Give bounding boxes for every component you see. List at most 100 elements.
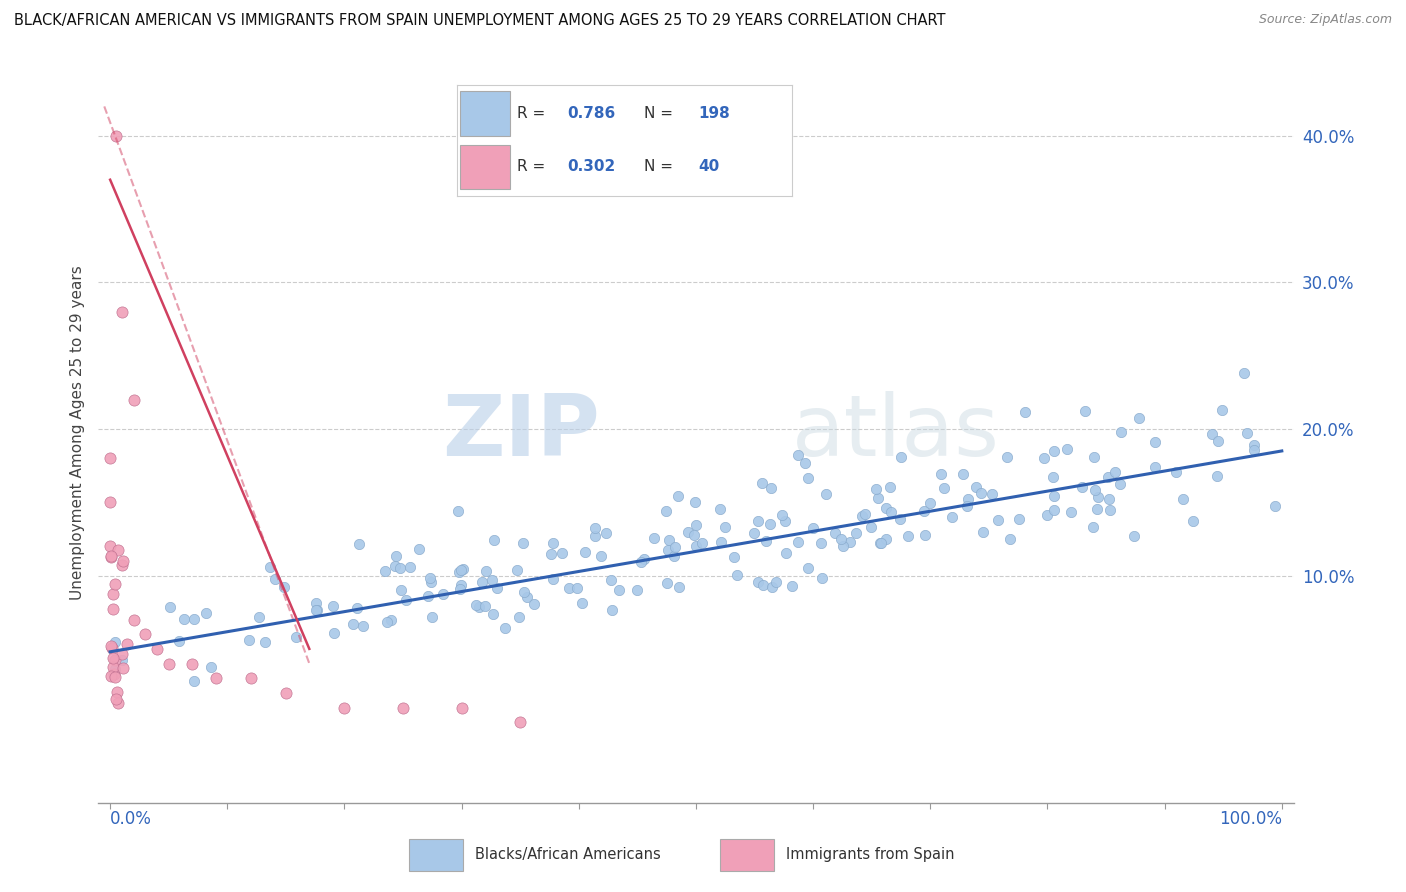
Point — [273, 581, 295, 595]
Point — [859, 520, 882, 534]
Point — [998, 532, 1021, 546]
Point — [486, 581, 509, 595]
Point — [1074, 403, 1097, 417]
Point — [107, 696, 129, 710]
Point — [104, 692, 127, 706]
Point — [855, 507, 877, 521]
Point — [658, 533, 681, 548]
Point — [1205, 469, 1227, 483]
Point — [747, 574, 769, 589]
Point — [1014, 405, 1036, 419]
Point — [1085, 502, 1108, 516]
Point — [839, 535, 862, 549]
Point — [742, 526, 765, 541]
Point — [1181, 514, 1204, 528]
Point — [1087, 490, 1109, 504]
Point — [157, 657, 180, 671]
Point — [870, 536, 893, 550]
Point — [322, 626, 344, 640]
Point — [752, 578, 775, 592]
Point — [346, 601, 368, 615]
Point — [1056, 442, 1078, 457]
Point — [1206, 434, 1229, 448]
Point — [710, 535, 733, 549]
Point — [1201, 427, 1223, 442]
Point — [565, 581, 588, 595]
Point — [112, 554, 135, 568]
Point — [796, 561, 818, 575]
Point — [183, 673, 205, 688]
Point — [398, 560, 420, 574]
Point — [98, 539, 121, 553]
Point — [100, 549, 122, 563]
Point — [869, 536, 891, 550]
Point — [941, 510, 963, 524]
Point — [103, 650, 125, 665]
Point — [678, 525, 700, 540]
Point — [914, 527, 936, 541]
Point — [541, 535, 564, 549]
Point — [449, 582, 471, 597]
Point — [725, 568, 748, 582]
Point — [1060, 505, 1083, 519]
Point — [751, 475, 773, 490]
Point — [630, 555, 652, 569]
Point — [447, 503, 470, 517]
Point — [1098, 491, 1121, 506]
Point — [879, 480, 901, 494]
Point — [685, 517, 707, 532]
Point — [395, 593, 418, 607]
Point — [1144, 459, 1167, 474]
Point — [657, 543, 679, 558]
Point — [956, 499, 979, 513]
Point — [1236, 425, 1258, 440]
Point — [104, 653, 127, 667]
Point — [692, 536, 714, 550]
Point — [333, 700, 356, 714]
Point — [103, 667, 125, 681]
Point — [1166, 465, 1188, 479]
Point — [100, 669, 122, 683]
Point — [773, 514, 796, 528]
Point — [122, 392, 145, 407]
Point — [880, 505, 903, 519]
Point — [956, 491, 979, 506]
Point — [101, 640, 124, 655]
Point — [997, 450, 1019, 464]
Point — [1109, 477, 1132, 491]
Point — [516, 590, 538, 604]
Point — [305, 603, 328, 617]
Point — [786, 535, 808, 549]
Point — [1233, 366, 1256, 380]
Point — [770, 508, 793, 523]
Point — [1109, 425, 1132, 439]
Point — [1143, 435, 1166, 450]
Point — [755, 533, 778, 548]
Point — [591, 549, 613, 563]
Point — [626, 583, 648, 598]
Point — [385, 549, 408, 563]
Point — [103, 660, 125, 674]
Point — [450, 578, 472, 592]
Point — [111, 661, 134, 675]
Point — [419, 571, 441, 585]
Point — [845, 525, 868, 540]
Point — [811, 571, 834, 585]
Point — [389, 560, 412, 574]
Point — [685, 539, 707, 553]
Point — [392, 700, 415, 714]
Point — [513, 585, 536, 599]
Point — [540, 547, 562, 561]
Point — [247, 610, 270, 624]
Text: Source: ZipAtlas.com: Source: ZipAtlas.com — [1258, 13, 1392, 27]
Point — [134, 627, 156, 641]
Point — [541, 572, 564, 586]
Point — [1211, 403, 1233, 417]
Point — [104, 634, 127, 648]
Point — [775, 546, 797, 560]
Point — [574, 544, 596, 558]
Point — [506, 563, 529, 577]
Point — [655, 503, 678, 517]
Point — [668, 580, 690, 594]
Point — [595, 525, 617, 540]
